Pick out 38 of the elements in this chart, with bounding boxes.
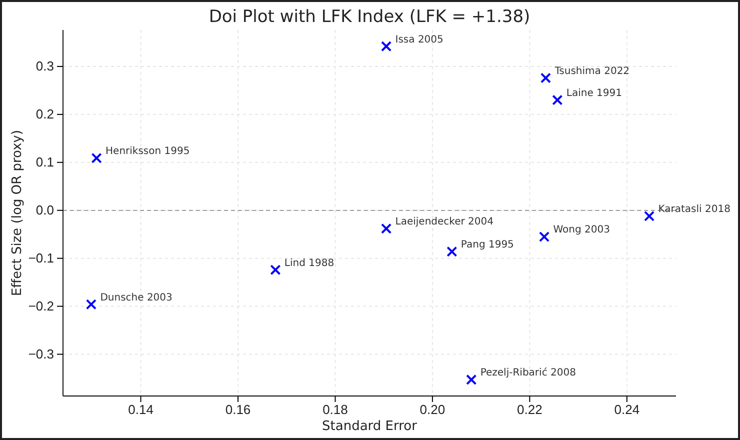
- annotation: Pang 1995: [460, 240, 514, 251]
- x-tick-label: 0.14: [128, 402, 154, 418]
- point: [446, 246, 458, 257]
- point: [538, 231, 550, 242]
- x-tick-label: 0.22: [517, 402, 542, 418]
- y-tick-label: −0.3: [28, 346, 54, 362]
- annotation: Laeijendecker 2004: [395, 216, 494, 228]
- point: [91, 152, 102, 164]
- y-axis-title: Effect Size (log OR proxy): [10, 130, 25, 296]
- y-tick-label: 0.0: [36, 202, 54, 218]
- x-axis-title: Standard Error: [322, 419, 418, 434]
- x-tick-label: 0.24: [614, 402, 640, 418]
- annotation: Henriksson 1995: [106, 146, 190, 158]
- annotation: Dunsche 2003: [100, 292, 172, 304]
- point: [552, 94, 563, 106]
- annotation: Karatasli 2018: [658, 204, 730, 216]
- point: [644, 210, 655, 222]
- annotation: Issa 2005: [395, 34, 444, 46]
- annotation: Laine 1991: [566, 88, 622, 100]
- y-tick-label: −0.2: [28, 298, 54, 314]
- y-tick-label: −0.1: [28, 250, 54, 266]
- point: [380, 223, 392, 234]
- y-tick-label: 0.2: [36, 106, 54, 122]
- annotation: Pezelj-Ribarić 2008: [480, 368, 576, 379]
- annotation: Tsushima 2022: [554, 66, 630, 77]
- point: [540, 72, 552, 84]
- annotation: Wong 2003: [553, 224, 610, 236]
- annotation: Lind 1988: [284, 258, 334, 269]
- chart-title: Doi Plot with LFK Index (LFK = +1.38): [208, 7, 530, 27]
- point: [466, 374, 477, 385]
- point: [86, 299, 96, 310]
- x-tick-label: 0.16: [225, 402, 251, 418]
- x-tick-label: 0.20: [420, 402, 446, 418]
- y-tick-label: 0.3: [36, 58, 54, 74]
- point: [270, 264, 281, 276]
- y-tick-label: 0.1: [36, 154, 54, 170]
- x-tick-label: 0.18: [322, 402, 348, 418]
- point: [380, 41, 392, 52]
